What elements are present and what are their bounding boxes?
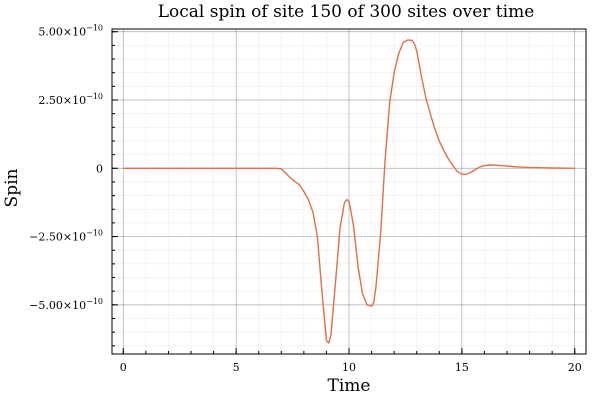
y-tick-labels: 5.00×10−10 2.50×10−10 0 −2.50×10−10 −5.00×10…	[29, 24, 103, 312]
x-tick-label: 5	[233, 361, 240, 374]
x-tick-label: 10	[342, 361, 356, 374]
x-tick-label: 15	[455, 361, 469, 374]
x-axis-label: Time	[328, 376, 371, 396]
axis-ticks	[112, 31, 576, 354]
y-tick-label: −2.50×10−10	[29, 229, 103, 244]
chart-title: Local spin of site 150 of 300 sites over…	[158, 2, 535, 22]
y-tick-label: 5.00×10−10	[38, 24, 103, 39]
series-line	[123, 39, 575, 344]
y-tick-label: 0	[96, 162, 103, 175]
y-tick-label: −5.00×10−10	[29, 297, 103, 312]
major-gridlines	[112, 29, 586, 354]
x-tick-labels: 0 5 10 15 20	[120, 361, 582, 374]
x-tick-label: 0	[120, 361, 127, 374]
y-axis-label: Spin	[2, 168, 22, 207]
x-tick-label: 20	[568, 361, 582, 374]
y-tick-label: 2.50×10−10	[38, 92, 103, 107]
minor-gridlines	[112, 29, 586, 354]
